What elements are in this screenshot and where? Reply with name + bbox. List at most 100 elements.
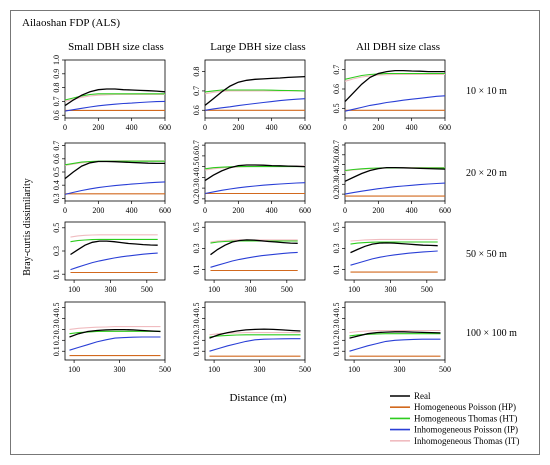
panel-4-all-frame — [344, 301, 446, 361]
series-line-ip — [350, 250, 438, 266]
series-line-real — [344, 69, 445, 103]
x-tick-label: 400 — [406, 123, 418, 132]
y-tick-label: 0.5 — [192, 222, 201, 232]
x-tick-label: 600 — [299, 206, 311, 215]
legend-label-real: Real — [414, 391, 431, 401]
series-line-real — [204, 164, 306, 182]
x-tick-label: 0 — [203, 123, 207, 132]
y-tick-label: 1.0 — [52, 55, 61, 65]
y-tick-label: 0.3 — [192, 324, 201, 334]
y-tick-label: 0.4 — [52, 313, 61, 323]
x-tick-label: 600 — [299, 123, 311, 132]
y-tick-label: 0.7 — [52, 96, 61, 106]
x-tick-label: 600 — [159, 123, 171, 132]
y-tick-label: 0.4 — [192, 172, 201, 182]
y-tick-label: 0.5 — [52, 167, 61, 177]
x-tick-label: 100 — [68, 365, 80, 374]
x-tick-label: 100 — [348, 365, 360, 374]
x-tick-label: 400 — [126, 123, 138, 132]
y-tick-label: 0.8 — [192, 67, 201, 77]
x-tick-label: 100 — [348, 285, 360, 294]
panel-3-small: 0.1 0.3 0.5 100 300 500 — [52, 221, 166, 294]
series-line-real — [64, 160, 165, 180]
y-tick-label: 0.1 — [332, 346, 341, 356]
x-tick-label: 400 — [406, 206, 418, 215]
y-tick-label: 0.6 — [192, 105, 201, 115]
series-line-real — [69, 328, 161, 338]
x-tick-label: 200 — [232, 123, 244, 132]
y-tick-label: 0.4 — [332, 169, 341, 179]
x-tick-label: 300 — [244, 285, 256, 294]
y-tick-label: 0.4 — [52, 180, 61, 190]
column-title-large: Large DBH size class — [210, 41, 305, 53]
series-line-ip — [204, 182, 306, 195]
y-tick-label: 0.2 — [192, 335, 201, 345]
series-line-real — [209, 328, 301, 339]
series-line-it — [70, 234, 158, 238]
y-tick-label: 0.5 — [332, 302, 341, 312]
y-tick-label: 0.1 — [52, 269, 61, 279]
y-tick-label: 0.7 — [192, 140, 201, 150]
y-tick-label: 0.2 — [332, 335, 341, 345]
x-tick-label: 500 — [141, 285, 153, 294]
y-tick-label: 0.5 — [332, 160, 341, 170]
y-tick-label: 0.5 — [192, 302, 201, 312]
y-tick-label: 0.9 — [52, 69, 61, 79]
panel-3-small-frame — [64, 221, 166, 281]
x-tick-label: 500 — [421, 285, 433, 294]
x-tick-label: 0 — [203, 206, 207, 215]
panel-3-all: 0.1 0.3 0.5 100 300 500 — [332, 221, 446, 294]
x-tick-label: 600 — [439, 123, 451, 132]
y-tick-label: 0.5 — [52, 223, 61, 233]
x-tick-label: 200 — [92, 206, 104, 215]
panel-1-small: 0.6 0.7 0.8 0.9 1.0 0 200 400 600 — [52, 55, 171, 132]
x-tick-label: 300 — [394, 365, 406, 374]
row-label-10: 10 × 10 m — [466, 86, 507, 97]
series-line-it — [350, 238, 438, 242]
x-tick-label: 200 — [232, 206, 244, 215]
series-line-real — [64, 88, 166, 107]
x-tick-label: 300 — [384, 285, 396, 294]
series-line-it — [64, 93, 165, 102]
series-line-ht — [209, 334, 301, 338]
series-line-ht — [344, 72, 445, 80]
panel-3-large-frame — [204, 221, 306, 281]
series-line-ip — [204, 98, 306, 111]
panel-4-large: 0.10.20.30.40.5 100 300 500 — [192, 301, 311, 374]
x-tick-label: 500 — [299, 365, 311, 374]
panel-1-large-frame — [204, 59, 306, 119]
y-tick-label: 0.3 — [192, 183, 201, 193]
y-tick-label: 0.3 — [192, 243, 201, 253]
series-line-ip — [70, 252, 158, 271]
x-axis-label: Distance (m) — [229, 392, 286, 404]
panel-3-large: 0.1 0.3 0.5 100 300 500 — [192, 221, 306, 294]
x-tick-label: 200 — [92, 123, 104, 132]
y-tick-label: 0.3 — [332, 324, 341, 334]
y-tick-label: 0.4 — [192, 313, 201, 323]
series-line-real — [204, 75, 306, 106]
y-tick-label: 0.3 — [332, 179, 341, 189]
panel-1-all-frame — [344, 59, 446, 119]
y-tick-label: 0.7 — [52, 141, 61, 151]
y-tick-label: 0.2 — [192, 194, 201, 204]
x-tick-label: 600 — [439, 206, 451, 215]
legend-label-hp: Homogeneous Poisson (HP) — [414, 402, 516, 412]
y-tick-label: 0.1 — [192, 346, 201, 356]
panel-4-large-frame — [204, 301, 306, 361]
y-tick-label: 0.2 — [52, 335, 61, 345]
series-line-ip — [64, 181, 166, 195]
series-line-ip — [349, 338, 441, 352]
y-tick-label: 0.7 — [192, 86, 201, 96]
panel-4-small-frame — [64, 301, 166, 361]
series-line-ht — [210, 240, 298, 244]
panel-2-small-frame — [64, 142, 166, 202]
y-tick-label: 0.1 — [332, 264, 341, 274]
row-label-50: 50 × 50 m — [466, 249, 507, 260]
series-line-ht — [70, 238, 158, 243]
panel-1-small-frame — [64, 59, 166, 119]
x-tick-label: 0 — [63, 123, 67, 132]
series-line-real — [350, 242, 438, 254]
